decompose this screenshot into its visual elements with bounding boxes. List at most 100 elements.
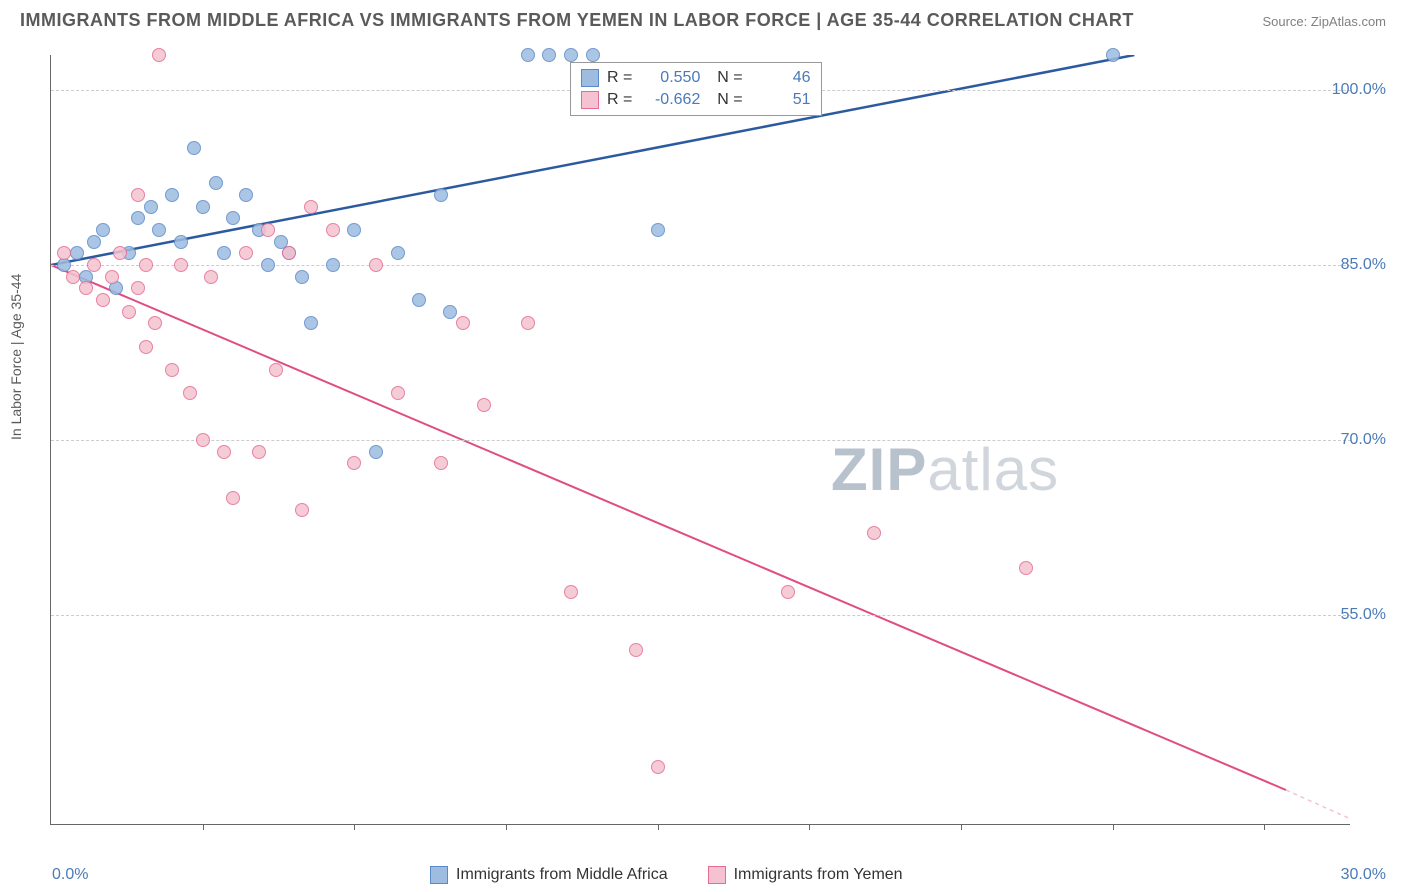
x-tick: [961, 824, 962, 830]
data-point: [629, 643, 643, 657]
data-point: [304, 200, 318, 214]
data-point: [586, 48, 600, 62]
data-point: [326, 258, 340, 272]
watermark-bold: ZIP: [831, 436, 927, 503]
y-axis-title: In Labor Force | Age 35-44: [8, 274, 24, 440]
n-value-2: 51: [751, 89, 811, 111]
legend-item-1: Immigrants from Middle Africa: [430, 866, 668, 884]
data-point: [521, 316, 535, 330]
data-point: [252, 445, 266, 459]
correlation-legend: R = 0.550 N = 46 R = -0.662 N = 51: [570, 62, 822, 116]
x-tick: [354, 824, 355, 830]
data-point: [239, 188, 253, 202]
data-point: [443, 305, 457, 319]
data-point: [96, 293, 110, 307]
data-point: [152, 48, 166, 62]
data-point: [165, 188, 179, 202]
data-point: [204, 270, 218, 284]
data-point: [217, 246, 231, 260]
data-point: [651, 760, 665, 774]
data-point: [369, 258, 383, 272]
swatch-bottom-2: [708, 866, 726, 884]
y-tick-label: 55.0%: [1341, 606, 1386, 624]
gridline: [51, 440, 1351, 441]
data-point: [261, 258, 275, 272]
data-point: [564, 48, 578, 62]
plot-area: ZIPatlas: [50, 55, 1350, 825]
data-point: [148, 316, 162, 330]
data-point: [196, 200, 210, 214]
data-point: [456, 316, 470, 330]
data-point: [282, 246, 296, 260]
data-point: [391, 386, 405, 400]
data-point: [165, 363, 179, 377]
data-point: [217, 445, 231, 459]
legend-item-2: Immigrants from Yemen: [708, 866, 903, 884]
data-point: [131, 281, 145, 295]
data-point: [867, 526, 881, 540]
data-point: [295, 270, 309, 284]
series-legend: Immigrants from Middle Africa Immigrants…: [430, 866, 903, 884]
data-point: [226, 211, 240, 225]
y-tick-label: 100.0%: [1332, 81, 1386, 99]
data-point: [477, 398, 491, 412]
series-name-1: Immigrants from Middle Africa: [456, 866, 668, 884]
watermark-light: atlas: [927, 436, 1059, 503]
data-point: [542, 48, 556, 62]
x-tick: [1264, 824, 1265, 830]
source-label: Source: ZipAtlas.com: [1262, 14, 1386, 29]
data-point: [304, 316, 318, 330]
data-point: [66, 270, 80, 284]
watermark: ZIPatlas: [831, 435, 1059, 504]
data-point: [144, 200, 158, 214]
data-point: [239, 246, 253, 260]
r-label: R =: [607, 67, 632, 89]
data-point: [434, 456, 448, 470]
data-point: [781, 585, 795, 599]
chart-title: IMMIGRANTS FROM MIDDLE AFRICA VS IMMIGRA…: [20, 10, 1134, 31]
data-point: [209, 176, 223, 190]
data-point: [651, 223, 665, 237]
x-tick: [658, 824, 659, 830]
x-tick: [809, 824, 810, 830]
r-value-1: 0.550: [640, 67, 700, 89]
data-point: [1106, 48, 1120, 62]
gridline: [51, 265, 1351, 266]
data-point: [139, 340, 153, 354]
data-point: [113, 246, 127, 260]
n-label: N =: [708, 67, 742, 89]
data-point: [122, 305, 136, 319]
data-point: [521, 48, 535, 62]
data-point: [57, 246, 71, 260]
data-point: [131, 211, 145, 225]
data-point: [369, 445, 383, 459]
data-point: [187, 141, 201, 155]
series-name-2: Immigrants from Yemen: [734, 866, 903, 884]
data-point: [87, 258, 101, 272]
legend-row-2: R = -0.662 N = 51: [581, 89, 811, 111]
data-point: [434, 188, 448, 202]
r-value-2: -0.662: [640, 89, 700, 111]
gridline: [51, 615, 1351, 616]
y-tick-label: 70.0%: [1341, 431, 1386, 449]
data-point: [174, 258, 188, 272]
data-point: [87, 235, 101, 249]
legend-row-1: R = 0.550 N = 46: [581, 67, 811, 89]
x-tick: [203, 824, 204, 830]
data-point: [183, 386, 197, 400]
x-min-label: 0.0%: [52, 866, 88, 884]
data-point: [70, 246, 84, 260]
data-point: [564, 585, 578, 599]
data-point: [347, 456, 361, 470]
n-value-1: 46: [751, 67, 811, 89]
x-tick: [506, 824, 507, 830]
data-point: [391, 246, 405, 260]
data-point: [196, 433, 210, 447]
n-label-2: N =: [708, 89, 742, 111]
r-label-2: R =: [607, 89, 632, 111]
data-point: [139, 258, 153, 272]
data-point: [412, 293, 426, 307]
data-point: [347, 223, 361, 237]
swatch-bottom-1: [430, 866, 448, 884]
data-point: [326, 223, 340, 237]
